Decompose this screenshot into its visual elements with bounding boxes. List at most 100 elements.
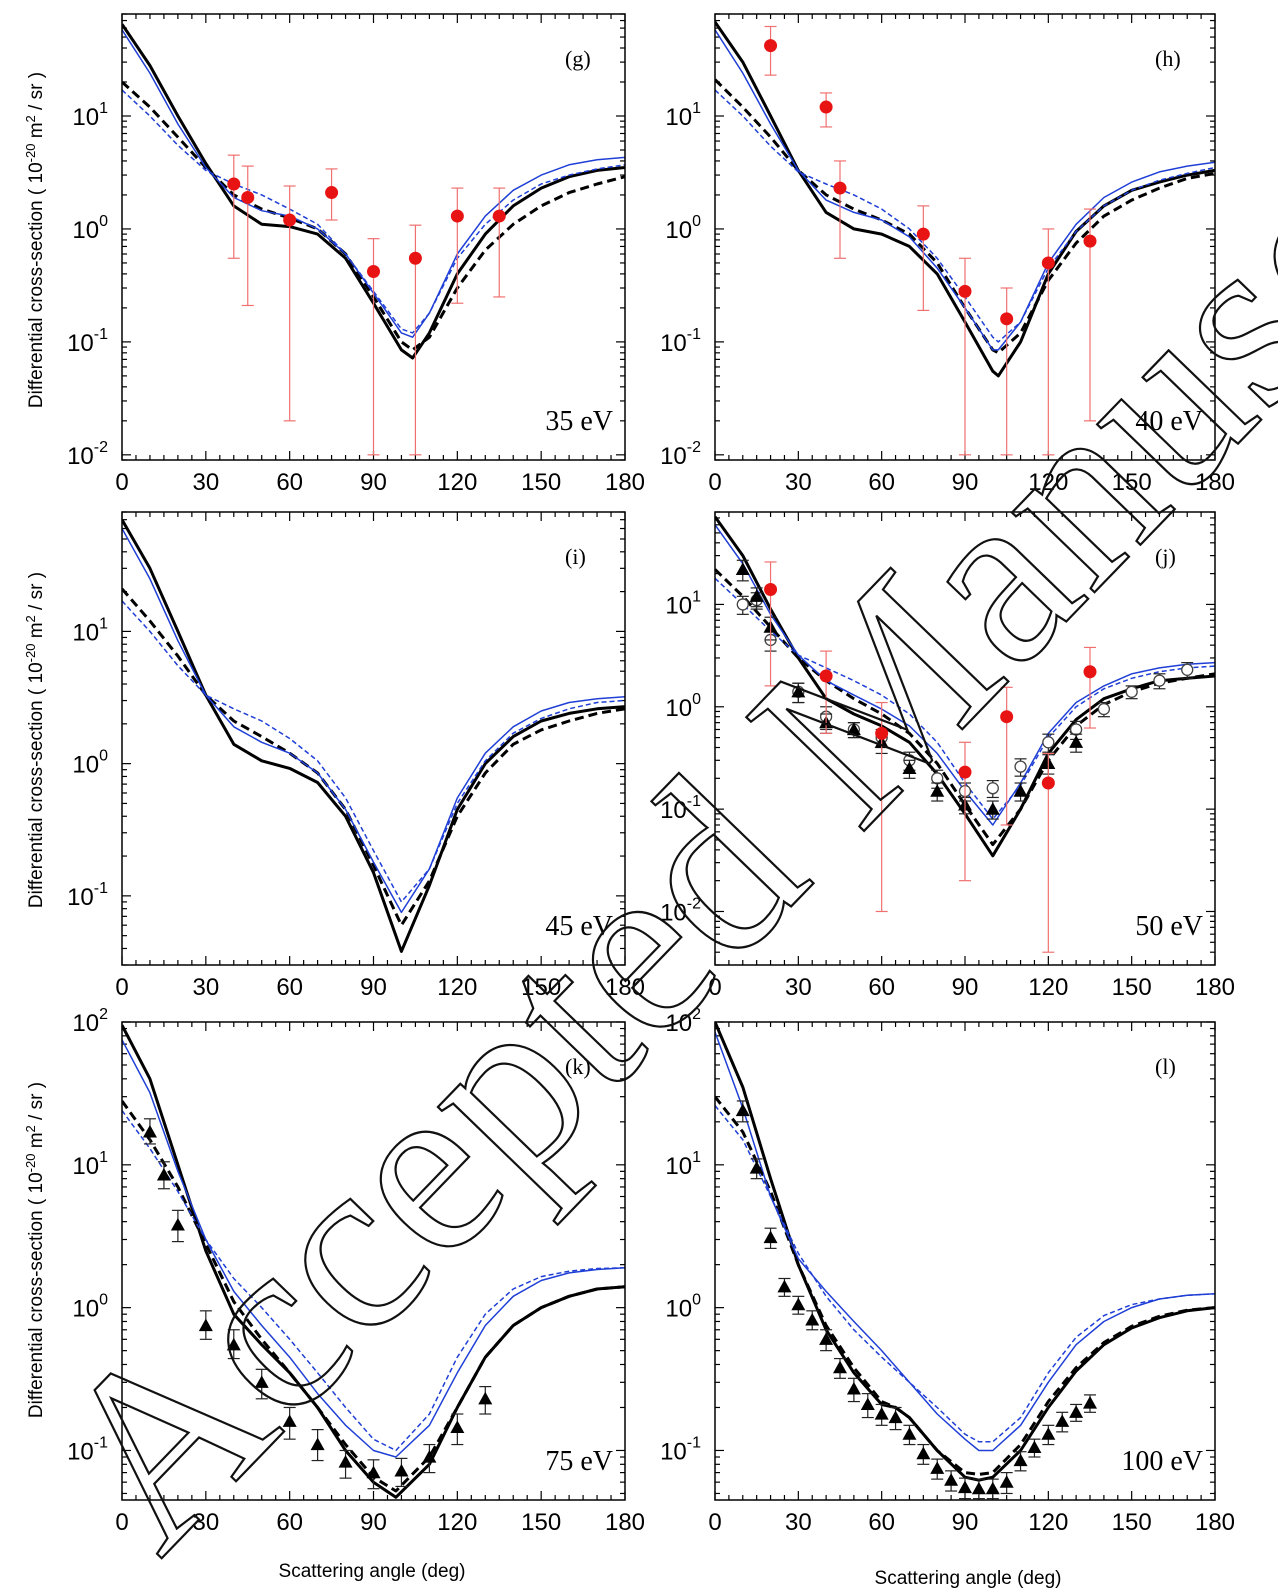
panel-l-point	[930, 1461, 945, 1474]
panel-i-energy-label: 45 eV	[545, 911, 613, 942]
panel-j-xtick-label: 60	[868, 974, 895, 1001]
panel-k-xtick-label: 180	[605, 1509, 645, 1536]
panel-i-xtick-label: 60	[276, 974, 303, 1001]
panel-h-xtick-label: 0	[708, 469, 721, 496]
panel-j-point	[819, 669, 833, 683]
panel-j-point	[1069, 723, 1083, 736]
panel-h-xtick-label: 30	[785, 469, 812, 496]
panel-k-series-blue-dashed	[122, 1110, 625, 1452]
panel-l-ytick-mant: 10	[660, 1438, 687, 1465]
panel-l-energy-label: 100 eV	[1121, 1446, 1203, 1477]
panel-l-point	[1069, 1405, 1084, 1418]
panel-k-point	[478, 1391, 493, 1405]
panel-l-point	[944, 1473, 959, 1486]
panel-j-point	[1000, 710, 1014, 724]
panel-j-xtick-label: 150	[1112, 974, 1152, 1001]
panel-k-ytick-label: 102	[72, 1006, 108, 1037]
panel-j-point	[749, 589, 764, 602]
panel-l-point	[763, 1230, 778, 1244]
panel-g-label: (g)	[565, 46, 591, 71]
panel-g-frame	[121, 13, 626, 461]
panel-g-ytick-label: 100	[72, 213, 108, 244]
panel-h-ytick-mant: 10	[660, 330, 687, 357]
panel-j-ytick-mant: 10	[665, 695, 692, 722]
panel-j-point	[846, 722, 861, 736]
panel-j-ytick-exp: -2	[687, 895, 701, 912]
panel-g-xtick-label: 60	[276, 469, 303, 496]
panel-h-ytick-label: 100	[665, 213, 701, 244]
panel-l-ytick-mant: 10	[665, 1153, 692, 1180]
panel-j-point	[1042, 736, 1055, 749]
panel-g-ytick-label: 10-1	[67, 326, 108, 357]
panel-h-ytick-exp: -1	[687, 326, 701, 343]
panel-k-ytick-exp: 1	[99, 1149, 108, 1166]
panel-h-ytick-mant: 10	[660, 443, 687, 470]
panel-g-xtick-label: 30	[192, 469, 219, 496]
panel-h-label: (h)	[1155, 46, 1181, 71]
panel-g-point	[227, 177, 241, 191]
panel-k-point	[170, 1217, 185, 1231]
panel-g-xtick-label: 120	[437, 469, 477, 496]
panel-h-ytick-exp: 1	[692, 100, 701, 117]
panel-l-ytick-exp: -1	[687, 1434, 701, 1451]
panel-g-ytick-exp: 0	[99, 213, 108, 230]
panel-l-xtick-label: 90	[952, 1509, 979, 1536]
panel-l-xtick-label: 30	[785, 1509, 812, 1536]
panel-i-ytick-label: 101	[72, 615, 108, 646]
panel-j-xtick-label: 0	[708, 974, 721, 1001]
panel-k-point	[394, 1463, 409, 1477]
panel-g-points-red-dot	[227, 154, 506, 456]
panel-l-point	[999, 1475, 1014, 1488]
panel-j-ytick-label: 101	[665, 588, 701, 619]
panel-g-point	[408, 251, 422, 265]
panel-i-xtick-label: 120	[437, 974, 477, 1001]
panel-l-point	[846, 1381, 861, 1395]
panel-k-ytick-label: 101	[72, 1149, 108, 1180]
panel-l-point	[958, 1480, 972, 1494]
panel-l-ytick-exp: 1	[692, 1149, 701, 1166]
panel-h-point	[958, 284, 972, 298]
panel-l-xtick-label: 120	[1028, 1509, 1068, 1536]
panel-h-series-blue-solid	[715, 29, 1215, 351]
panel-l-frame	[714, 1021, 1216, 1501]
panel-k-ytick-label: 10-1	[67, 1434, 108, 1465]
panel-i-series-blue-solid	[122, 528, 625, 914]
panel-k-point	[156, 1167, 171, 1181]
panel-h-ytick-exp: 0	[692, 213, 701, 230]
panel-h-point	[916, 227, 930, 241]
panel-i-xtick-label: 30	[192, 974, 219, 1001]
panel-j-point	[736, 598, 749, 611]
panel-k-point	[310, 1437, 325, 1451]
panel-k-point	[366, 1465, 381, 1479]
panel-l-series-blue-dashed	[715, 1105, 1215, 1443]
panel-k-xtick-label: 150	[521, 1509, 561, 1536]
panel-l-point	[985, 1481, 1000, 1495]
panel-j-frame	[714, 511, 1216, 966]
panel-g-point	[367, 264, 380, 278]
panel-h-point	[1000, 312, 1014, 326]
panel-h-xtick-label: 90	[952, 469, 979, 496]
panel-j-point	[875, 726, 889, 740]
panel-g-ytick-mant: 10	[72, 217, 99, 244]
panel-l-point	[916, 1446, 931, 1460]
panel-j-point	[1181, 663, 1194, 676]
ylabel-row-1: Differential cross-section ( 10-20 m2 / …	[23, 72, 47, 408]
ylabel-row-2: Differential cross-section ( 10-20 m2 / …	[23, 572, 47, 908]
panel-j-ytick-mant: 10	[660, 899, 687, 926]
panel-h-point	[1083, 234, 1097, 248]
panel-k-energy-label: 75 eV	[545, 1446, 613, 1477]
panel-g-ytick-mant: 10	[67, 443, 94, 470]
panel-i-ytick-exp: 1	[99, 615, 108, 632]
panel-k-point	[254, 1375, 269, 1388]
panel-l-ytick-mant: 10	[665, 1010, 692, 1037]
panel-h-xtick-label: 120	[1028, 469, 1068, 496]
panel-j-point	[791, 684, 806, 698]
panel-l-ytick-exp: 2	[692, 1006, 701, 1023]
panel-j-point	[1153, 674, 1166, 687]
